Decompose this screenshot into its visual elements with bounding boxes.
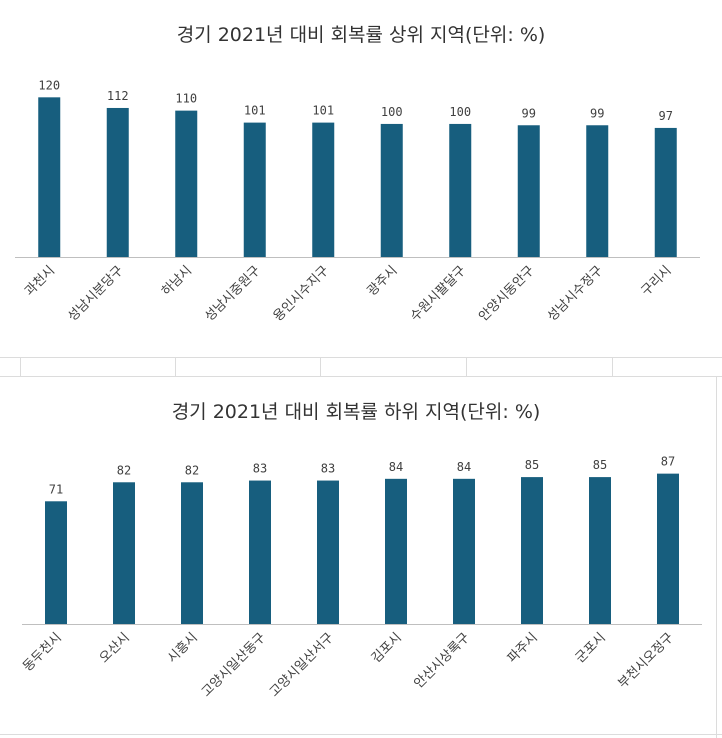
category-tick-label: 수원시팔달구	[408, 263, 469, 324]
bar	[517, 125, 540, 257]
chart-title: 경기 2021년 대비 회복률 하위 지역(단위: %)	[172, 401, 541, 423]
category-tick-label: 부천시오정구	[615, 630, 676, 691]
data-label: 97	[659, 109, 673, 123]
category-tick-label: 성남시수정구	[545, 263, 606, 324]
category-tick-label: 동두천시	[20, 630, 64, 674]
bar	[385, 478, 407, 624]
data-label: 99	[590, 106, 604, 120]
bar	[113, 482, 135, 624]
data-label: 99	[522, 106, 536, 120]
data-label: 84	[457, 460, 471, 474]
category-tick-label: 성남시중원구	[202, 263, 263, 324]
category-tick-label: 안산시상록구	[411, 630, 472, 691]
data-label: 85	[525, 458, 539, 472]
bar	[106, 107, 129, 257]
bar	[38, 97, 61, 258]
data-label: 83	[321, 462, 335, 476]
category-tick-label: 오산시	[97, 630, 133, 666]
category-tick-label: 고양시일산동구	[199, 630, 269, 700]
data-label: 100	[449, 105, 471, 119]
data-label: 112	[107, 89, 129, 103]
category-tick-label: 과천시	[22, 263, 58, 299]
bar	[654, 127, 677, 257]
bar	[589, 477, 611, 624]
bar	[380, 123, 403, 257]
category-tick-label: 구리시	[639, 263, 675, 299]
category-tick-label: 군포시	[573, 630, 609, 666]
data-label: 101	[244, 104, 266, 118]
data-label: 101	[312, 104, 334, 118]
category-tick-label: 안양시동안구	[476, 263, 537, 324]
bar	[449, 123, 472, 257]
top-regions-bar-chart: 경기 2021년 대비 회복률 상위 지역(단위: %) 120 과천시 112 성남…	[15, 24, 700, 325]
chart-title: 경기 2021년 대비 회복률 상위 지역(단위: %)	[177, 24, 546, 46]
category-tick-label: 광주시	[365, 263, 401, 299]
bar	[586, 125, 609, 257]
bar	[175, 110, 198, 258]
bar	[521, 477, 543, 624]
bar	[657, 473, 679, 624]
bar	[243, 122, 266, 258]
bar	[317, 480, 339, 624]
bar	[453, 478, 475, 624]
category-tick-label: 하남시	[159, 263, 195, 299]
data-label: 120	[38, 78, 60, 92]
bar	[249, 480, 271, 624]
data-label: 84	[389, 460, 403, 474]
data-label: 87	[661, 455, 675, 469]
bar	[45, 501, 67, 624]
data-label: 82	[185, 463, 199, 477]
data-label: 100	[381, 105, 403, 119]
bottom-regions-bar-chart: 경기 2021년 대비 회복률 하위 지역(단위: %) 71 동두천시 82 오산시…	[20, 401, 702, 700]
data-label: 110	[175, 92, 197, 106]
category-tick-label: 시흥시	[165, 630, 201, 666]
category-tick-label: 용인시수지구	[271, 263, 332, 324]
data-label: 85	[593, 458, 607, 472]
data-label: 83	[253, 462, 267, 476]
category-tick-label: 김포시	[369, 630, 405, 666]
bar	[181, 482, 203, 624]
data-label: 71	[49, 482, 63, 496]
data-label: 82	[117, 463, 131, 477]
category-tick-label: 고양시일산서구	[267, 630, 337, 700]
bar	[312, 122, 335, 258]
category-tick-label: 성남시분당구	[65, 263, 126, 324]
category-tick-label: 파주시	[505, 630, 541, 666]
